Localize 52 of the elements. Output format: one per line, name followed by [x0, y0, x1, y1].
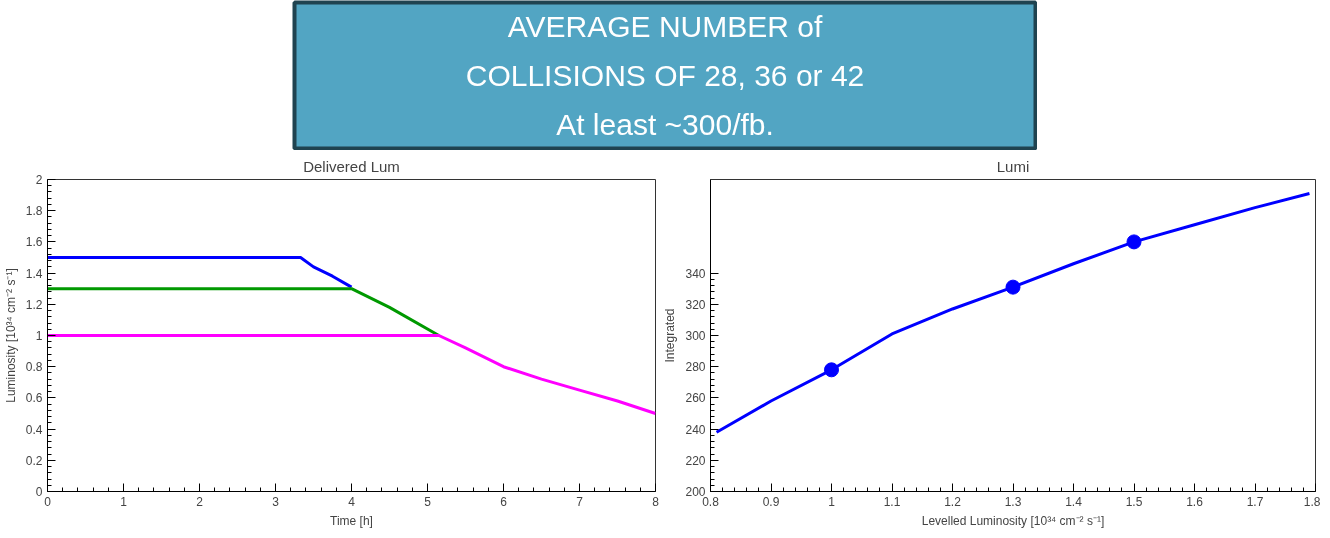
chart-title: Lumi	[996, 157, 1030, 175]
y-tick-label: 1.4	[25, 266, 43, 281]
x-tick-label: 2	[196, 494, 204, 509]
text: At least ~300/fb.	[556, 107, 774, 141]
y-tick-label: 340	[685, 266, 706, 281]
x-tick-label: 8	[652, 494, 660, 509]
y-tick-label: 260	[685, 391, 706, 406]
y-tick-label: 0.4	[25, 422, 43, 437]
y-axis-title: Luminosity [10³⁴ cm⁻² s⁻¹]	[3, 268, 18, 403]
x-tick-label: 1	[828, 494, 836, 509]
y-axis-title: Integrated	[663, 308, 678, 363]
x-tick-label: 1.7	[1246, 494, 1264, 509]
x-tick-label: 3	[272, 494, 280, 509]
y-tick-label: 0.2	[25, 453, 43, 468]
line-series	[47, 256, 353, 289]
y-tick-label: 200	[685, 485, 706, 499]
y-tick-label: 1	[35, 329, 43, 343]
x-tick-label: 0.9	[762, 494, 780, 509]
y-tick-label: 1.2	[25, 297, 43, 312]
point	[824, 362, 839, 378]
y-tick-label: 1.8	[25, 204, 43, 219]
point	[1126, 234, 1142, 250]
x-axis-title: Levelled Luminosity [10³⁴ cm⁻² s⁻¹]	[921, 513, 1105, 528]
x-tick-label: 7	[576, 494, 584, 509]
text: COLLISIONS OF 28, 36 or 42	[465, 59, 865, 92]
x-tick-label: 6	[500, 494, 508, 509]
line-series	[47, 334, 656, 415]
y-tick-label: 220	[685, 453, 706, 468]
line-series	[715, 192, 1311, 434]
chart-title: Delivered Lum	[303, 157, 400, 175]
point	[1005, 279, 1021, 295]
y-tick-label: 0	[35, 485, 43, 499]
x-tick-label: 1.5	[1125, 494, 1143, 509]
x-axis-title: Time [h]	[330, 513, 373, 528]
y-tick-label: 0.6	[25, 391, 43, 406]
text: AVERAGE NUMBER of	[507, 10, 823, 44]
y-tick-label: 2	[35, 173, 43, 187]
x-tick-label: 1	[120, 494, 128, 509]
x-tick-label: 1.4	[1065, 494, 1083, 509]
x-tick-label: 1.6	[1186, 494, 1204, 509]
x-tick-label: 1.1	[883, 494, 901, 509]
x-tick-label: 4	[348, 494, 356, 509]
x-tick-label: 1.2	[944, 494, 962, 509]
y-tick-label: 240	[685, 422, 706, 437]
y-tick-label: 300	[685, 329, 706, 343]
y-tick-label: 280	[685, 360, 706, 375]
y-tick-label: 0.8	[25, 360, 43, 375]
x-tick-label: 5	[424, 494, 432, 509]
y-tick-label: 320	[685, 297, 706, 312]
x-tick-label: 1.3	[1004, 494, 1022, 509]
x-tick-label: 1.8	[1303, 494, 1321, 509]
y-tick-label: 1.6	[25, 235, 43, 250]
